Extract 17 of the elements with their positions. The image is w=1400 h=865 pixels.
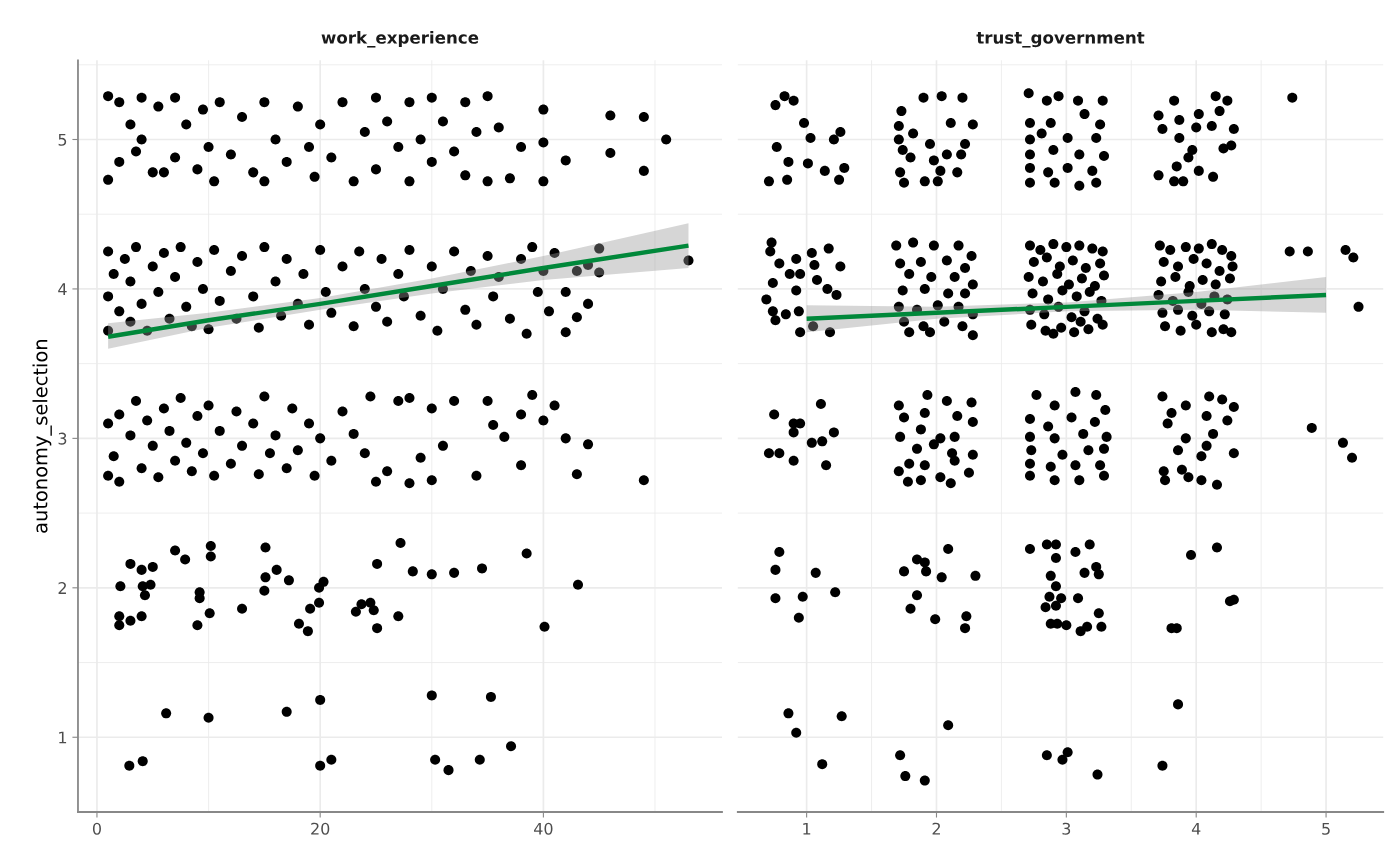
x-tick-label: 2 bbox=[932, 822, 940, 835]
x-tick-label: 1 bbox=[803, 822, 811, 835]
y-tick-label: 1 bbox=[59, 731, 67, 744]
y-axis-title: autonomy_selection bbox=[32, 340, 52, 533]
y-tick-label: 3 bbox=[58, 432, 67, 445]
x-tick-label: 20 bbox=[311, 822, 330, 835]
chart-title: work_experience bbox=[321, 30, 479, 48]
x-tick-label: 40 bbox=[534, 822, 553, 835]
line-series bbox=[105, 243, 691, 339]
chart-title: trust_government bbox=[976, 31, 1145, 48]
x-tick-label: 5 bbox=[1322, 822, 1330, 835]
x-tick-label: 0 bbox=[92, 822, 101, 835]
x-tick-label: 3 bbox=[1062, 822, 1071, 835]
x-tick-label: 4 bbox=[1191, 822, 1201, 835]
y-tick-label: 2 bbox=[58, 582, 66, 594]
y-tick-label: 5 bbox=[58, 133, 67, 146]
y-tick-label: 4 bbox=[58, 283, 67, 295]
